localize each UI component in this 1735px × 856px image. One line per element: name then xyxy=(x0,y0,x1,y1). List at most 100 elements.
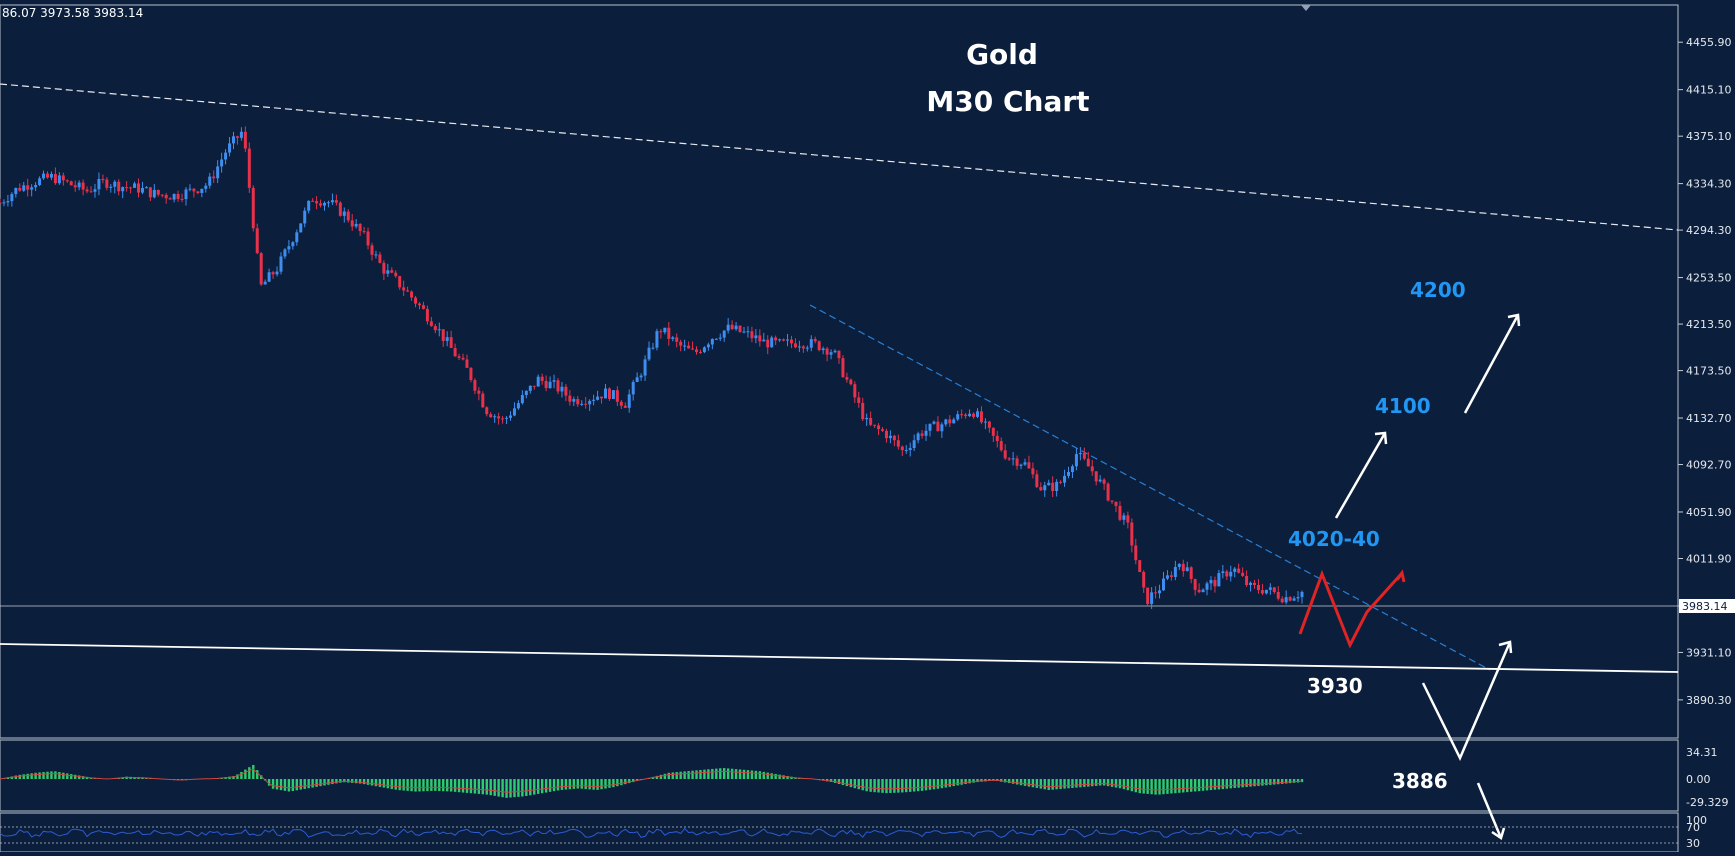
price-tick-label: 3890.30 xyxy=(1686,694,1732,707)
candle-body xyxy=(1146,587,1150,605)
candle-body xyxy=(228,143,232,153)
candle-body xyxy=(287,246,291,250)
level-label-4100: 4100 xyxy=(1375,394,1431,418)
candle-body xyxy=(679,341,683,346)
candle-body xyxy=(1229,571,1233,577)
candle-body xyxy=(714,338,718,340)
current-price-tag xyxy=(1679,599,1735,613)
candle-body xyxy=(801,346,805,349)
candle-body xyxy=(334,200,338,203)
price-tick-label: 4213.50 xyxy=(1686,318,1732,331)
candle-body xyxy=(1078,453,1082,455)
candle-body xyxy=(109,186,113,188)
candle-body xyxy=(34,185,38,188)
candle-body xyxy=(14,188,18,195)
candle-body xyxy=(38,178,42,186)
candle-body xyxy=(224,152,228,160)
candle-body xyxy=(1253,582,1257,585)
short-term-trendline[interactable] xyxy=(809,304,1491,671)
candle-body xyxy=(568,395,572,402)
candle-body xyxy=(212,176,216,179)
candle-body xyxy=(999,441,1003,451)
candle-body xyxy=(639,375,643,378)
candle-body xyxy=(239,131,243,138)
candle-body xyxy=(394,272,398,277)
long-term-trendline[interactable] xyxy=(0,83,1679,231)
v-reversal-arrow-icon xyxy=(1498,640,1513,654)
candle-body xyxy=(849,379,853,385)
candle-body xyxy=(1094,471,1098,482)
candle-body xyxy=(188,188,192,190)
candle-body xyxy=(1031,468,1035,475)
current-price-label: 3983.14 xyxy=(1682,600,1728,613)
candle-body xyxy=(477,390,481,394)
candle-body xyxy=(453,347,457,357)
candle-body xyxy=(932,421,936,424)
candle-body xyxy=(960,414,964,416)
candle-body xyxy=(101,178,105,180)
price-tick-label: 4375.10 xyxy=(1686,130,1732,143)
candle-body xyxy=(168,198,172,200)
candle-body xyxy=(255,228,259,254)
candle-body xyxy=(133,183,137,188)
candle-body xyxy=(770,337,774,348)
candle-body xyxy=(105,179,109,188)
candle-body xyxy=(1189,567,1193,580)
candle-body xyxy=(987,421,991,428)
candle-body xyxy=(275,271,279,275)
candle-body xyxy=(564,386,568,396)
candle-body xyxy=(786,339,790,341)
candle-body xyxy=(113,181,117,187)
candle-body xyxy=(1177,563,1181,567)
candle-body xyxy=(556,380,560,392)
candle-body xyxy=(979,411,983,423)
candle-body xyxy=(1276,592,1280,599)
oscillator-tick-label: 30 xyxy=(1686,837,1700,850)
candle-body xyxy=(148,187,152,198)
candle-body xyxy=(346,211,350,221)
candle-body xyxy=(596,396,600,400)
price-tick-label: 4132.70 xyxy=(1686,412,1732,425)
candle-body xyxy=(845,377,849,380)
candle-body xyxy=(65,180,69,182)
candle-body xyxy=(1074,454,1078,467)
candle-body xyxy=(1249,582,1253,586)
candle-body xyxy=(603,388,607,399)
candle-body xyxy=(683,345,687,347)
candle-body xyxy=(861,402,865,420)
candle-body xyxy=(1070,466,1074,473)
candle-body xyxy=(964,414,968,417)
support-line[interactable] xyxy=(0,643,1679,673)
candle-body xyxy=(580,403,584,405)
indicator-panel-border xyxy=(0,739,1679,812)
candle-body xyxy=(544,380,548,389)
candle-body xyxy=(338,202,342,216)
candle-body xyxy=(267,272,271,282)
candle-body xyxy=(900,446,904,451)
candle-body xyxy=(279,256,283,272)
candle-body xyxy=(983,421,987,423)
candle-body xyxy=(607,388,611,399)
candle-body xyxy=(540,376,544,381)
price-tick-label: 3931.10 xyxy=(1686,646,1732,659)
candle-body xyxy=(1059,481,1063,483)
candle-body xyxy=(10,194,14,202)
candle-body xyxy=(1043,485,1047,491)
candle-body xyxy=(552,380,556,382)
candle-body xyxy=(1011,458,1015,460)
candle-body xyxy=(774,337,778,341)
candle-body xyxy=(643,359,647,376)
candle-body xyxy=(465,359,469,368)
candle-body xyxy=(382,262,386,274)
candle-body xyxy=(1288,597,1292,601)
candle-body xyxy=(1007,458,1011,460)
candle-body xyxy=(916,433,920,441)
candle-body xyxy=(865,417,869,420)
shift-marker-icon[interactable] xyxy=(1301,5,1311,11)
candle-body xyxy=(671,337,675,339)
candle-body xyxy=(869,417,873,425)
candle-body xyxy=(192,188,196,192)
candle-body xyxy=(326,202,330,204)
candle-body xyxy=(691,348,695,350)
